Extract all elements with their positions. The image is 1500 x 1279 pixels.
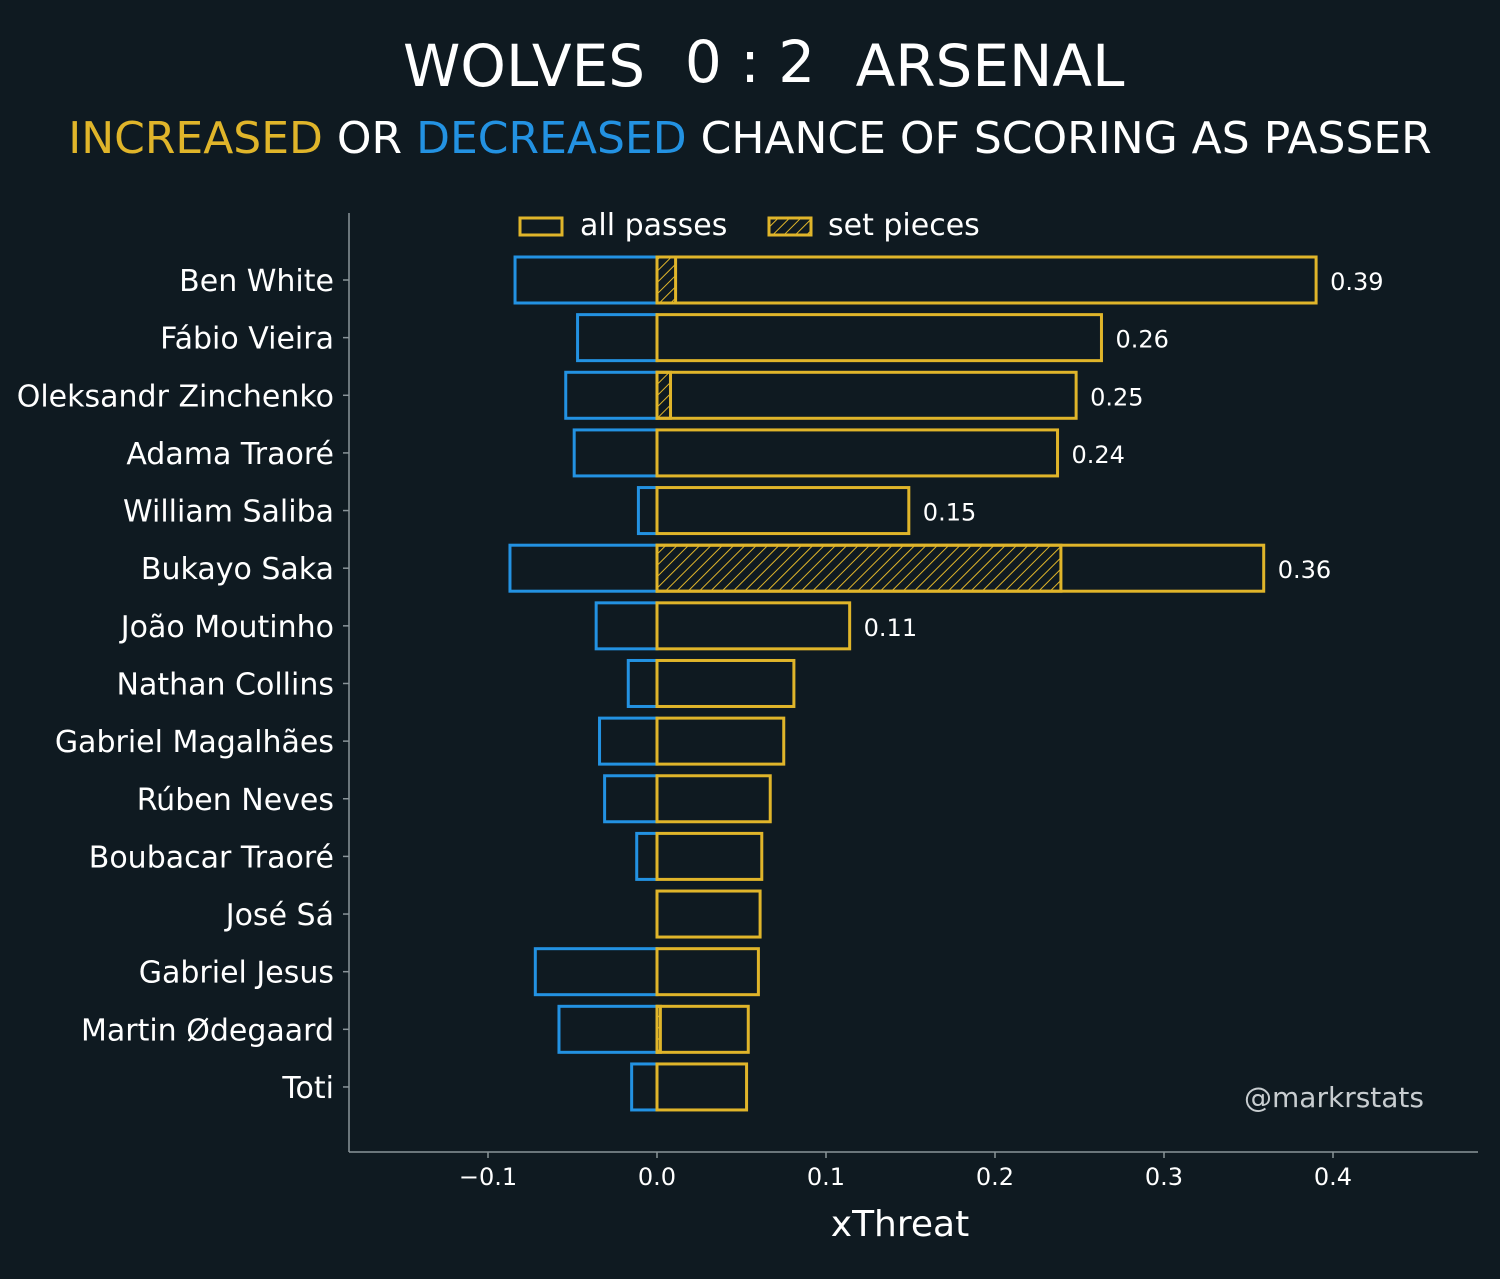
player-row: Rúben Neves xyxy=(137,774,772,824)
player-row: Boubacar Traoré xyxy=(89,831,764,881)
player-row: Oleksandr Zinchenko 0.25 xyxy=(17,370,1144,420)
all-passes-bar xyxy=(655,601,852,651)
decreased-bar xyxy=(564,370,659,420)
decreased-bar xyxy=(576,313,659,363)
player-row: Martin Ødegaard xyxy=(81,1004,750,1054)
subtitle-rest: CHANCE OF SCORING AS PASSER xyxy=(687,113,1432,164)
set-pieces-bar xyxy=(655,255,678,305)
decreased-bar xyxy=(557,1004,659,1054)
legend-set-pieces-label: set pieces xyxy=(828,208,980,243)
player-row: Toti xyxy=(281,1062,749,1112)
decreased-bar xyxy=(635,831,659,881)
legend: all passes set pieces xyxy=(518,208,980,243)
legend-set-pieces-swatch xyxy=(767,216,813,237)
chart-title: WOLVES 0 : 2 ARSENAL xyxy=(403,28,1124,100)
y-tick-label: Nathan Collins xyxy=(117,667,335,702)
decreased-bar xyxy=(513,255,659,305)
decreased-bar xyxy=(626,658,659,708)
x-tick-label: 0.0 xyxy=(638,1163,676,1191)
y-tick-label: William Saliba xyxy=(123,495,334,530)
player-row: Bukayo Saka 0.36 xyxy=(141,543,1331,593)
all-passes-bar xyxy=(655,889,762,939)
y-tick-label: Bukayo Saka xyxy=(141,552,334,587)
decreased-bar xyxy=(508,543,659,593)
decreased-bar xyxy=(603,774,659,824)
y-tick-label: Gabriel Magalhães xyxy=(55,725,334,760)
subtitle-or: OR xyxy=(323,113,416,164)
decreased-bar xyxy=(636,486,659,536)
all-passes-bar xyxy=(655,486,911,536)
away-team: ARSENAL xyxy=(856,32,1125,100)
decreased-bar xyxy=(598,716,659,766)
player-row: Fábio Vieira 0.26 xyxy=(160,313,1169,363)
x-axis-label: xThreat xyxy=(831,1204,969,1245)
y-tick-label: Ben White xyxy=(179,264,334,299)
legend-all-passes-swatch xyxy=(518,216,564,237)
data-label: 0.24 xyxy=(1072,441,1125,469)
data-label: 0.26 xyxy=(1115,326,1168,354)
all-passes-bar xyxy=(655,543,1266,593)
player-row: William Saliba 0.15 xyxy=(123,486,976,536)
data-label: 0.36 xyxy=(1278,556,1331,584)
decreased-bar xyxy=(630,1062,659,1112)
x-tick-label: 0.2 xyxy=(976,1163,1014,1191)
decreased-bar xyxy=(594,601,659,651)
x-tick-label: 0.1 xyxy=(807,1163,845,1191)
score: 0 : 2 xyxy=(685,28,815,96)
player-row: Ben White 0.39 xyxy=(179,255,1384,305)
set-pieces-bar xyxy=(655,370,673,420)
data-label: 0.25 xyxy=(1090,383,1143,411)
player-row: Nathan Collins xyxy=(117,658,796,708)
y-tick-label: Rúben Neves xyxy=(137,783,334,818)
x-tick-label: 0.4 xyxy=(1314,1163,1352,1191)
y-tick-label: Toti xyxy=(281,1071,334,1106)
player-row: Gabriel Magalhães xyxy=(55,716,786,766)
all-passes-bar xyxy=(655,428,1060,478)
y-tick-label: Adama Traoré xyxy=(126,437,334,472)
chart-subtitle: INCREASED OR DECREASED CHANCE OF SCORING… xyxy=(68,113,1432,164)
y-tick-label: Gabriel Jesus xyxy=(139,956,334,991)
player-row: José Sá xyxy=(224,889,762,939)
home-team: WOLVES xyxy=(403,32,645,100)
y-tick-label: Fábio Vieira xyxy=(160,322,334,357)
y-tick-label: José Sá xyxy=(224,898,334,933)
data-label: 0.11 xyxy=(864,614,917,642)
data-label: 0.39 xyxy=(1330,268,1383,296)
legend-all-passes-label: all passes xyxy=(580,208,727,243)
all-passes-bar xyxy=(655,1062,749,1112)
all-passes-bar xyxy=(655,831,764,881)
all-passes-bar xyxy=(655,947,760,997)
all-passes-bar xyxy=(655,774,772,824)
y-tick-label: Boubacar Traoré xyxy=(89,840,334,875)
watermark: @markrstats xyxy=(1244,1081,1424,1114)
x-tick-label: −0.1 xyxy=(459,1163,517,1191)
all-passes-bar xyxy=(655,313,1103,363)
player-row: Adama Traoré 0.24 xyxy=(126,428,1125,478)
x-tick-label: 0.3 xyxy=(1145,1163,1183,1191)
decreased-bar xyxy=(533,947,659,997)
player-row: João Moutinho 0.11 xyxy=(119,601,917,651)
y-tick-label: Martin Ødegaard xyxy=(81,1013,334,1048)
all-passes-bar xyxy=(655,658,796,708)
data-label: 0.15 xyxy=(923,499,976,527)
subtitle-decreased: DECREASED xyxy=(416,113,687,164)
all-passes-bar xyxy=(655,370,1078,420)
decreased-bar xyxy=(572,428,659,478)
y-tick-label: Oleksandr Zinchenko xyxy=(17,379,334,414)
set-pieces-bar xyxy=(655,543,1063,593)
all-passes-bar xyxy=(655,255,1318,305)
y-tick-label: João Moutinho xyxy=(119,610,334,645)
subtitle-increased: INCREASED xyxy=(68,113,323,164)
all-passes-bar xyxy=(655,1004,750,1054)
all-passes-bar xyxy=(655,716,786,766)
player-row: Gabriel Jesus xyxy=(139,947,760,997)
